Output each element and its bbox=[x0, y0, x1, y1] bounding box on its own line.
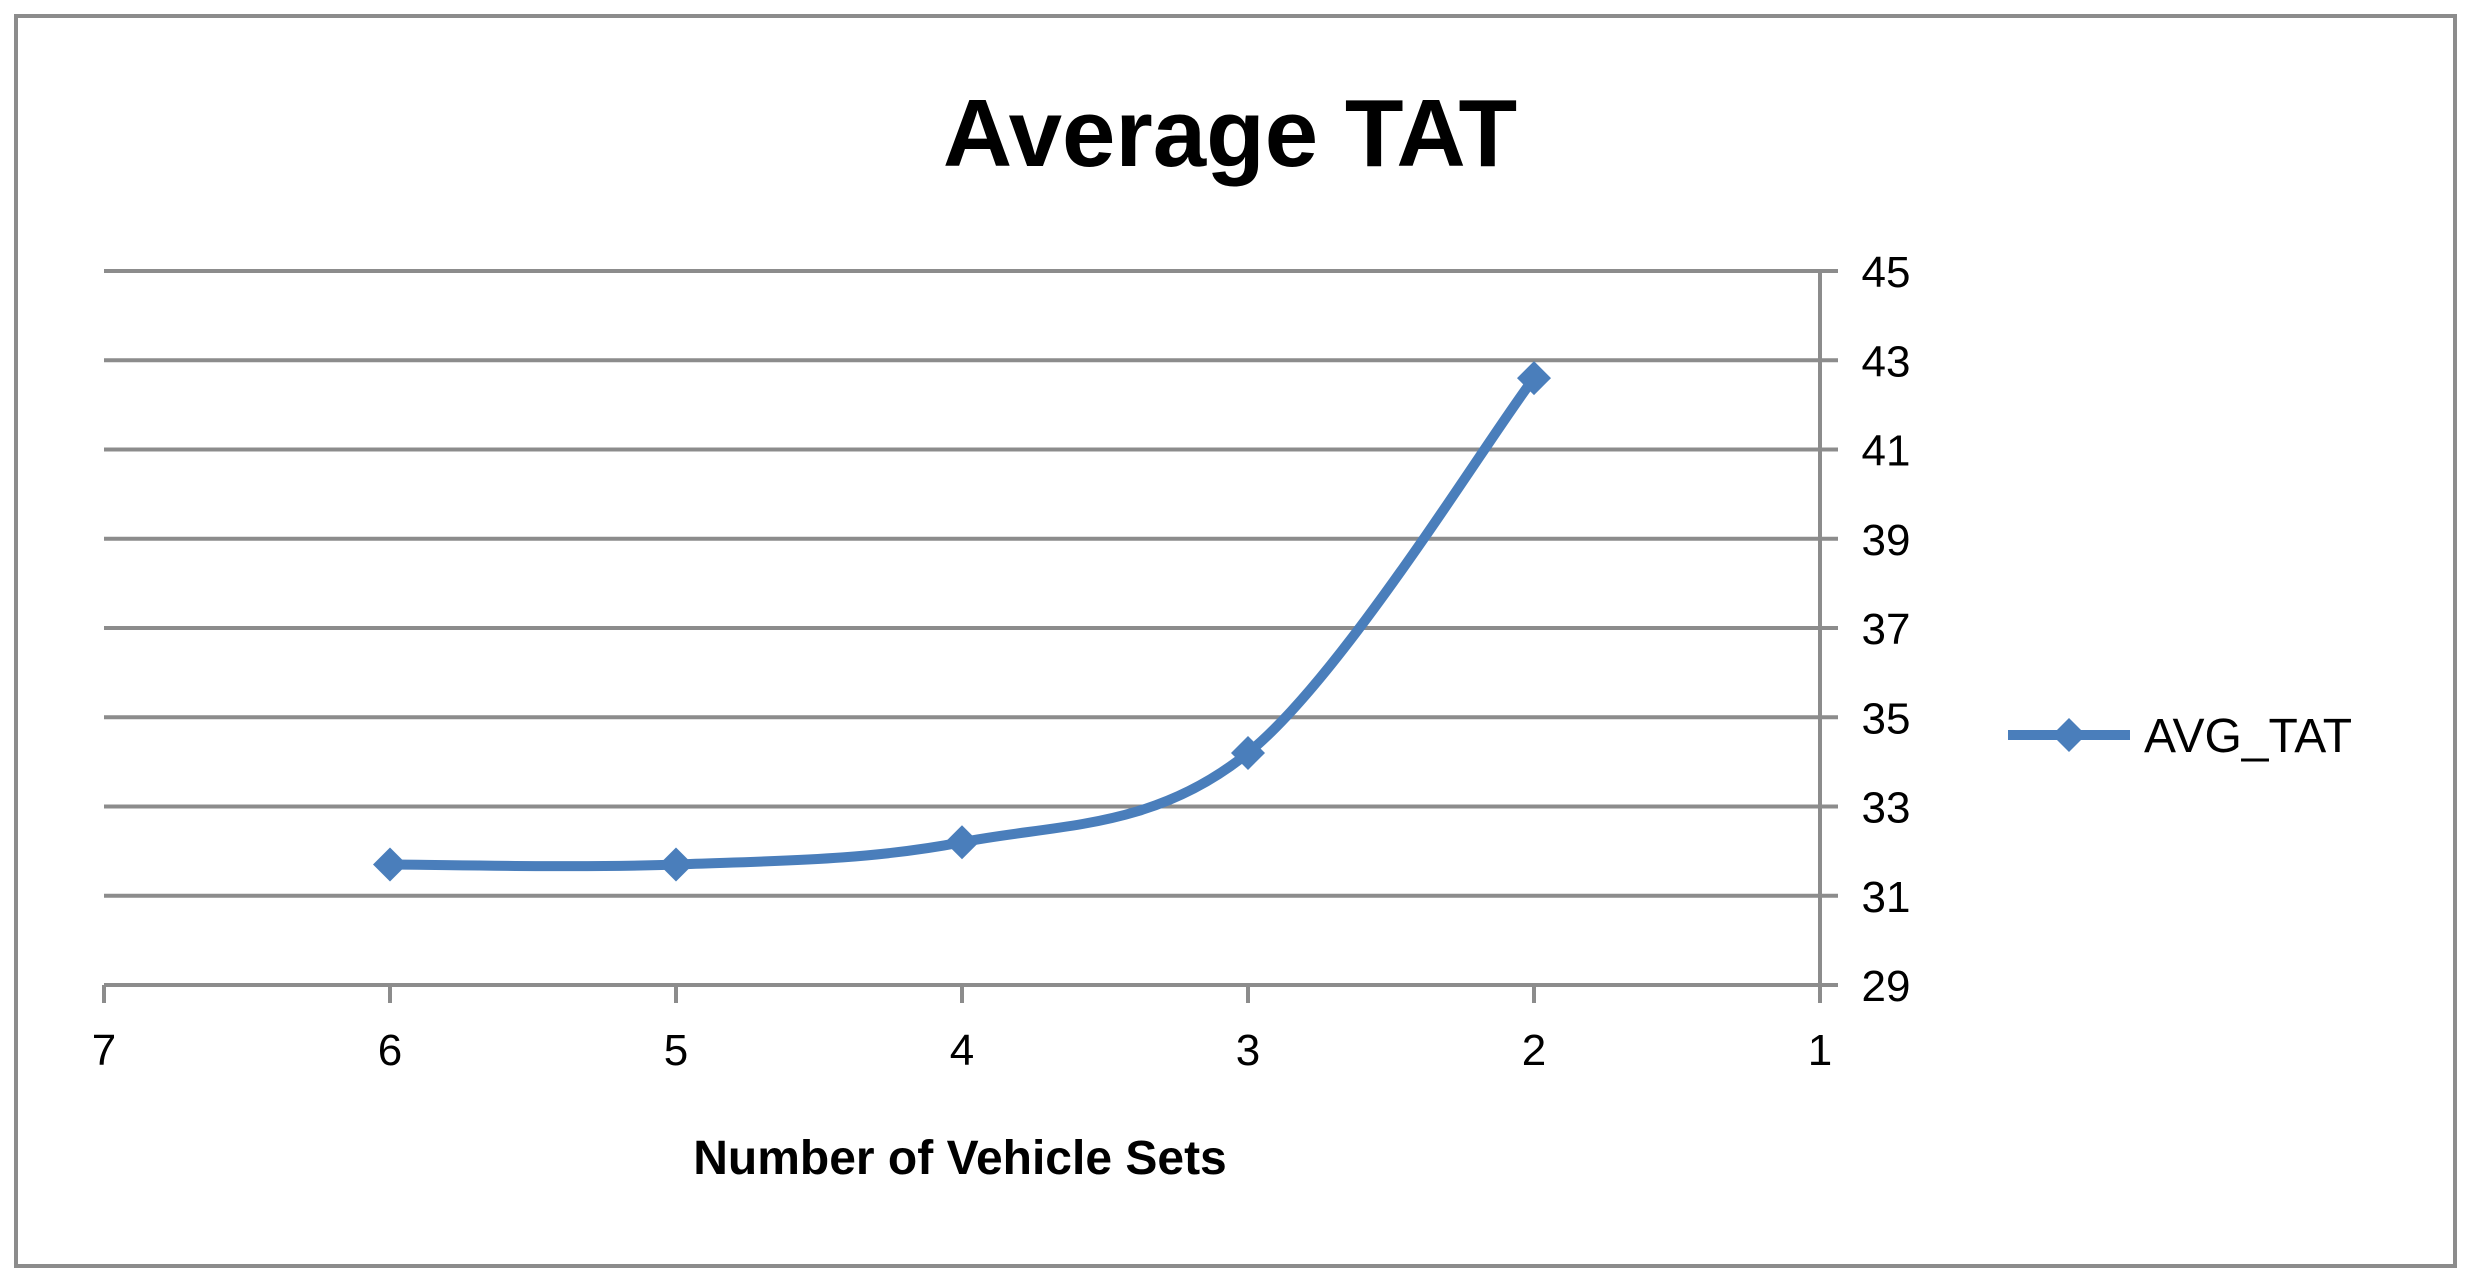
y-tick-label-29: 29 bbox=[1862, 962, 1911, 1011]
y-tick-label-33: 33 bbox=[1862, 784, 1911, 833]
x-tick-label-5: 5 bbox=[664, 1026, 688, 1075]
x-tick-label-3: 3 bbox=[1236, 1026, 1260, 1075]
x-tick-label-6: 6 bbox=[378, 1026, 402, 1075]
y-tick-label-37: 37 bbox=[1862, 605, 1911, 654]
x-tick-label-4: 4 bbox=[950, 1026, 974, 1075]
data-point-x3 bbox=[1231, 735, 1265, 770]
y-tick-label-35: 35 bbox=[1862, 694, 1911, 743]
series-line-AVG_TAT bbox=[385, 373, 1539, 872]
data-point-x4 bbox=[945, 825, 979, 860]
data-point-x2 bbox=[1517, 361, 1551, 396]
y-tick-label-41: 41 bbox=[1862, 427, 1911, 476]
y-tick-label-43: 43 bbox=[1862, 337, 1911, 386]
legend-marker bbox=[2052, 718, 2086, 752]
data-point-x6 bbox=[373, 847, 407, 882]
x-tick-label-1: 1 bbox=[1808, 1026, 1832, 1075]
y-tick-label-45: 45 bbox=[1862, 248, 1911, 297]
series-group bbox=[373, 361, 1551, 882]
x-axis-label: Number of Vehicle Sets bbox=[693, 1132, 1227, 1185]
chart-frame bbox=[14, 14, 2457, 1268]
gridlines bbox=[104, 269, 1820, 898]
y-tick-label-39: 39 bbox=[1862, 516, 1911, 565]
data-point-x5 bbox=[659, 847, 693, 882]
y-tick-label-31: 31 bbox=[1862, 873, 1911, 922]
legend-label: AVG_TAT bbox=[2144, 710, 2352, 763]
chart-title: Average TAT bbox=[943, 80, 1517, 187]
legend: AVG_TAT bbox=[2008, 710, 2352, 763]
x-tick-label-7: 7 bbox=[92, 1026, 116, 1075]
x-tick-label-2: 2 bbox=[1522, 1026, 1546, 1075]
x-axis-ticks: 7 6 5 4 3 2 1 bbox=[92, 985, 1832, 1075]
y-axis-ticks: 29 31 33 35 37 39 41 43 45 bbox=[1820, 248, 1910, 1011]
